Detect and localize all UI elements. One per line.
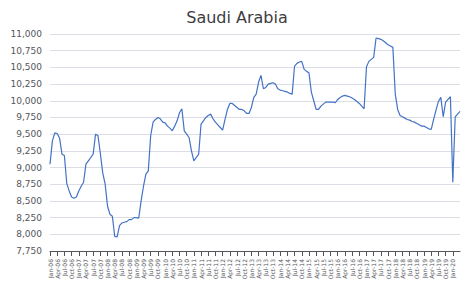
svg-text:Jan-18: Jan-18 (391, 259, 399, 279)
svg-text:Apr-08: Apr-08 (111, 259, 119, 279)
svg-text:10,750: 10,750 (11, 46, 43, 56)
svg-text:Oct-13: Oct-13 (269, 259, 276, 279)
svg-text:Oct-06: Oct-06 (68, 259, 75, 279)
svg-text:8,750: 8,750 (16, 179, 42, 189)
svg-text:Jan-12: Jan-12 (219, 259, 227, 279)
svg-text:Oct-09: Oct-09 (154, 259, 161, 279)
svg-text:Jul-12: Jul-12 (233, 259, 241, 276)
svg-text:Oct-07: Oct-07 (97, 259, 104, 279)
svg-text:Oct-17: Oct-17 (385, 259, 392, 279)
svg-text:Jul-10: Jul-10 (176, 259, 183, 276)
svg-text:Jan-07: Jan-07 (75, 259, 83, 279)
svg-text:9,500: 9,500 (16, 129, 42, 139)
svg-text:Jan-13: Jan-13 (247, 259, 255, 279)
svg-text:Jan-20: Jan-20 (449, 259, 457, 279)
svg-text:Oct-16: Oct-16 (356, 259, 363, 279)
svg-text:Apr-12: Apr-12 (226, 259, 234, 279)
svg-text:Apr-13: Apr-13 (255, 259, 263, 279)
svg-text:9,250: 9,250 (16, 146, 42, 156)
svg-text:Jul-19: Jul-19 (434, 259, 442, 276)
svg-text:Apr-18: Apr-18 (399, 259, 406, 279)
svg-text:9,000: 9,000 (16, 163, 42, 173)
svg-text:Jan-10: Jan-10 (161, 259, 169, 279)
svg-text:Jan-16: Jan-16 (334, 259, 342, 279)
svg-text:Oct-11: Oct-11 (212, 259, 219, 279)
svg-text:Apr-14: Apr-14 (283, 259, 291, 279)
svg-text:Jul-13: Jul-13 (262, 259, 270, 276)
svg-text:10,500: 10,500 (11, 62, 43, 72)
svg-text:11,000: 11,000 (11, 29, 43, 39)
svg-text:8,000: 8,000 (16, 229, 42, 239)
svg-text:Oct-15: Oct-15 (327, 259, 334, 279)
svg-text:Apr-10: Apr-10 (168, 259, 176, 279)
svg-text:Jul-08: Jul-08 (118, 259, 126, 276)
svg-text:Oct-12: Oct-12 (241, 259, 248, 279)
svg-text:Oct-19: Oct-19 (442, 259, 449, 279)
svg-text:Oct-14: Oct-14 (298, 259, 305, 279)
svg-text:Jan-15: Jan-15 (305, 259, 313, 279)
svg-text:Jul-18: Jul-18 (406, 259, 414, 276)
svg-text:Jul-15: Jul-15 (319, 259, 327, 276)
svg-text:Jan-06: Jan-06 (46, 259, 54, 279)
svg-text:Jul-16: Jul-16 (348, 259, 356, 276)
svg-text:Jan-17: Jan-17 (363, 259, 370, 279)
svg-text:Jan-08: Jan-08 (104, 259, 111, 279)
svg-text:Jan-11: Jan-11 (190, 259, 198, 279)
svg-text:10,250: 10,250 (11, 79, 43, 89)
svg-text:Apr-09: Apr-09 (140, 259, 147, 279)
svg-text:8,250: 8,250 (16, 213, 42, 223)
svg-text:Apr-15: Apr-15 (312, 259, 320, 279)
svg-text:Oct-08: Oct-08 (126, 259, 133, 279)
svg-text:Jul-11: Jul-11 (204, 259, 212, 276)
svg-text:Jul-07: Jul-07 (89, 259, 97, 276)
svg-text:Jul-09: Jul-09 (147, 259, 155, 276)
svg-text:Jul-14: Jul-14 (291, 259, 299, 276)
svg-text:Oct-10: Oct-10 (183, 259, 190, 279)
svg-text:Jan-19: Jan-19 (420, 259, 428, 279)
svg-text:Oct-18: Oct-18 (413, 259, 420, 279)
svg-text:Apr-17: Apr-17 (370, 259, 378, 279)
svg-text:Jan-14: Jan-14 (276, 259, 284, 279)
svg-text:Apr-06: Apr-06 (53, 259, 61, 279)
svg-text:Apr-11: Apr-11 (197, 259, 205, 279)
svg-text:Apr-07: Apr-07 (82, 259, 90, 279)
svg-text:9,750: 9,750 (16, 112, 42, 122)
svg-text:7,750: 7,750 (16, 246, 42, 256)
svg-text:Apr-16: Apr-16 (341, 259, 349, 279)
svg-text:Jan-09: Jan-09 (132, 259, 140, 279)
svg-text:10,000: 10,000 (11, 96, 43, 106)
svg-text:8,500: 8,500 (16, 196, 42, 206)
svg-text:Jul-17: Jul-17 (377, 259, 385, 276)
svg-text:Jul-06: Jul-06 (60, 259, 68, 276)
svg-text:Apr-19: Apr-19 (427, 259, 435, 279)
svg-text:Saudi Arabia: Saudi Arabia (186, 8, 288, 27)
